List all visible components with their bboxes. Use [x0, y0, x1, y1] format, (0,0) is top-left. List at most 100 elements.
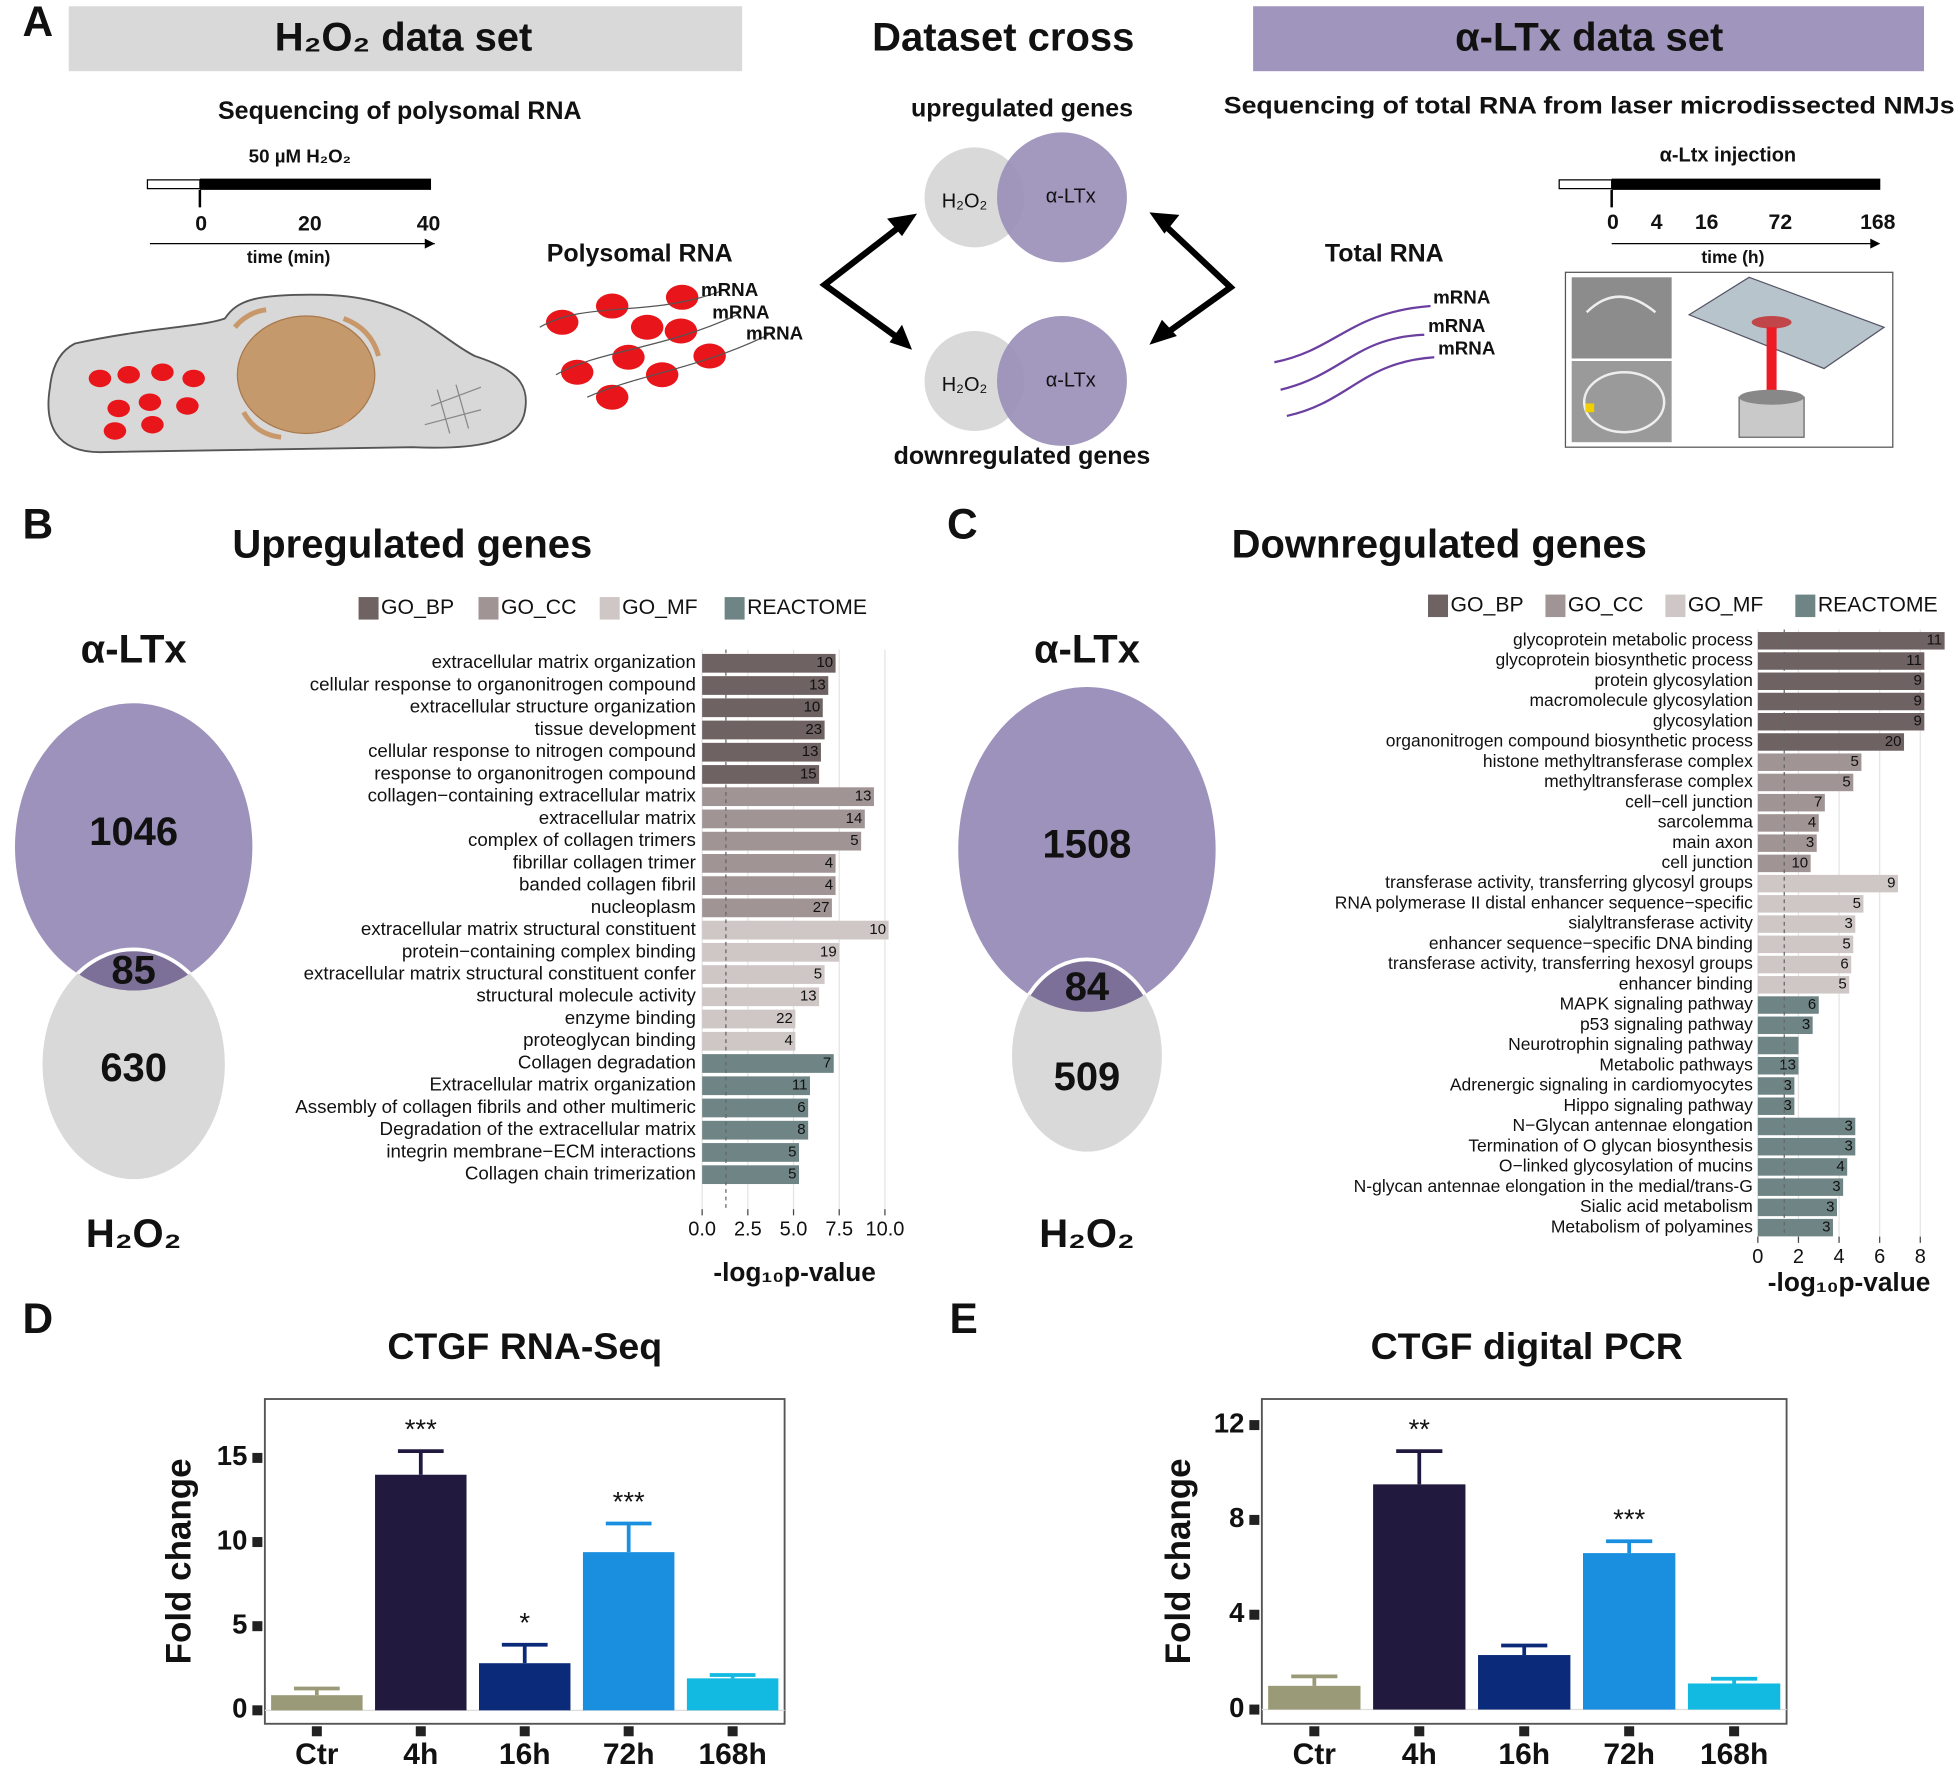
count-label: 3	[1784, 1077, 1792, 1094]
venn-set	[14, 703, 253, 991]
venn-title: upregulated genes	[911, 95, 1133, 123]
nucleus	[236, 315, 376, 435]
count-label: 19	[820, 943, 837, 960]
count-label: 6	[1808, 996, 1816, 1013]
category-label: p53 signaling pathway	[1580, 1014, 1753, 1034]
bar	[1757, 1016, 1813, 1035]
x-tick-label: 168h	[1700, 1738, 1768, 1770]
bar	[1757, 712, 1925, 731]
category-label: collagen−containing extracellular matrix	[368, 785, 697, 806]
count-label: 4	[825, 877, 833, 894]
bar	[1687, 1683, 1781, 1710]
bar	[702, 720, 825, 740]
x-tick-label: 4	[1834, 1246, 1845, 1268]
count-label: 11	[792, 1077, 808, 1094]
x-tick	[1309, 1726, 1320, 1737]
category-label: O−linked glycosylation of mucins	[1499, 1156, 1753, 1176]
bar	[686, 1678, 779, 1711]
legend-swatch	[599, 597, 620, 620]
count-label: 10	[804, 699, 821, 716]
y-tick-label: 10	[217, 1524, 248, 1555]
x-tick-label: 2.5	[734, 1219, 762, 1241]
category-label: cell−cell junction	[1625, 791, 1753, 811]
time-label: time (h)	[1701, 247, 1764, 267]
category-label: transferase activity, transferring hexos…	[1388, 953, 1753, 973]
category-label: nucleoplasm	[591, 896, 696, 917]
x-tick-label: 168h	[698, 1738, 766, 1770]
time-label: time (min)	[247, 247, 330, 267]
venn-label: H₂O₂	[942, 191, 987, 213]
category-label: extracellular structure organization	[410, 696, 696, 717]
count-label: 3	[1844, 915, 1852, 932]
arrow	[1162, 222, 1236, 338]
category-label: response to organonitrogen compound	[374, 762, 696, 783]
legend-label: GO_CC	[501, 596, 576, 619]
category-label: glycoprotein metabolic process	[1513, 629, 1753, 649]
x-tick	[311, 1726, 322, 1737]
y-tick	[252, 1452, 263, 1463]
bar	[702, 898, 832, 918]
y-axis-label: Fold change	[159, 1458, 198, 1664]
bar	[702, 787, 874, 807]
bar	[1757, 652, 1925, 670]
category-label: Collagen chain trimerization	[465, 1163, 696, 1184]
category-label: Neurotrophin signaling pathway	[1508, 1034, 1753, 1054]
bar	[702, 987, 820, 1007]
y-tick	[1249, 1609, 1260, 1620]
count-label: 5	[1842, 773, 1850, 790]
bar	[702, 1165, 800, 1185]
chart-title: Downregulated genes	[1232, 523, 1647, 567]
count-label: 5	[814, 966, 822, 983]
bar	[1757, 1137, 1856, 1156]
category-label: complex of collagen trimers	[468, 829, 696, 850]
category-label: cellular response to organonitrogen comp…	[310, 673, 696, 694]
venn-label: α-LTx	[81, 628, 187, 672]
x-tick-label: 72h	[603, 1738, 655, 1770]
x-tick-label: 8	[1915, 1246, 1926, 1268]
count-label: 13	[809, 676, 826, 693]
x-tick-label: 6	[1874, 1246, 1885, 1268]
x-axis-label: -log₁₀p-value	[713, 1257, 876, 1287]
legend-swatch	[724, 597, 745, 620]
count-label: 7	[1814, 794, 1822, 811]
plot-frame	[263, 1398, 786, 1725]
x-tick-label: 10.0	[865, 1219, 904, 1241]
bar	[702, 742, 821, 762]
mrna-label: mRNA	[1428, 315, 1486, 336]
y-tick-label: 8	[1229, 1502, 1244, 1533]
time-tick: 0	[195, 212, 207, 235]
mrna-label: mRNA	[701, 279, 759, 300]
y-tick	[1249, 1704, 1260, 1715]
panel-label: C	[947, 500, 978, 547]
bar	[1757, 976, 1850, 994]
rna-label: Total RNA	[1325, 239, 1444, 267]
category-label: Extracellular matrix organization	[430, 1074, 696, 1095]
time-arrow	[1870, 238, 1881, 249]
category-label: sarcolemma	[1658, 812, 1753, 832]
venn-circle	[996, 316, 1127, 446]
count-label: 9	[1913, 713, 1921, 730]
category-label: extracellular matrix structural constitu…	[361, 918, 697, 939]
legend-swatch	[478, 597, 499, 620]
bar	[702, 653, 836, 673]
panel-label: A	[22, 0, 53, 45]
venn-set	[1011, 959, 1162, 1152]
x-tick	[1414, 1726, 1425, 1737]
legend-swatch	[358, 597, 379, 620]
category-label: N-glycan antennae elongation in the medi…	[1354, 1176, 1753, 1196]
x-tick-label: Ctr	[295, 1738, 339, 1770]
bar	[375, 1474, 467, 1711]
category-label: Termination of O glycan biosynthesis	[1468, 1135, 1753, 1155]
category-label: Collagen degradation	[518, 1051, 696, 1072]
x-tick	[415, 1726, 426, 1737]
legend-label: GO_CC	[1568, 593, 1643, 616]
count-label: 10	[1791, 854, 1808, 871]
bar	[702, 876, 836, 895]
bar	[1757, 1117, 1856, 1136]
laser	[1766, 327, 1777, 396]
x-tick-label: Ctr	[1293, 1738, 1337, 1770]
count-label: 3	[1822, 1219, 1830, 1236]
x-tick-label: 4h	[1402, 1738, 1437, 1770]
category-label: Sialic acid metabolism	[1580, 1196, 1753, 1216]
